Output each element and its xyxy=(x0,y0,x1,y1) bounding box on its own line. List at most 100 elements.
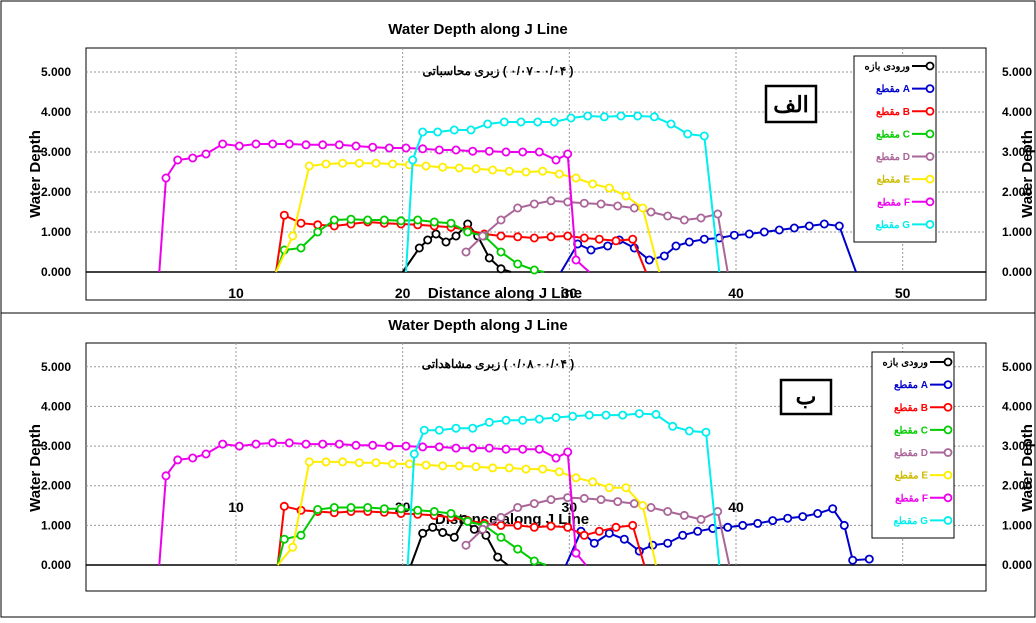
series-line xyxy=(410,517,509,566)
y-tick-label: 5.000 xyxy=(41,360,71,374)
data-point xyxy=(201,449,211,459)
data-point xyxy=(496,264,506,274)
data-point xyxy=(368,440,378,450)
data-point xyxy=(819,219,829,229)
data-point xyxy=(461,247,471,257)
x-tick-label: 40 xyxy=(728,285,744,301)
data-point xyxy=(604,483,614,493)
series-line xyxy=(565,507,870,566)
y-tick-label-right: 2.000 xyxy=(1002,185,1032,199)
data-point xyxy=(513,520,523,530)
data-point xyxy=(554,467,564,477)
data-point xyxy=(296,243,306,253)
data-point xyxy=(501,147,511,157)
legend-marker xyxy=(925,220,935,229)
data-point xyxy=(534,414,544,424)
data-point xyxy=(363,215,373,225)
data-point xyxy=(368,142,378,152)
chart-0: Water Depth along J Line 0.000 1.000 2.000… xyxy=(27,21,1036,302)
data-point xyxy=(618,410,628,420)
data-point xyxy=(338,158,348,168)
x-tick-label: 20 xyxy=(395,285,411,301)
y-tick-label-right: 4.000 xyxy=(1002,105,1032,119)
data-point xyxy=(433,127,443,137)
data-point xyxy=(663,506,673,516)
data-point xyxy=(729,230,739,240)
data-point xyxy=(351,141,361,151)
y-tick-label: 2.000 xyxy=(41,479,71,493)
y-tick-labels: 0.000 1.000 2.000 3.000 4.000 5.000 xyxy=(41,65,71,279)
data-point xyxy=(701,427,711,437)
data-point xyxy=(583,111,593,121)
data-point xyxy=(296,530,306,540)
data-point xyxy=(848,555,858,565)
legend-marker xyxy=(925,129,935,139)
data-point xyxy=(484,146,494,156)
data-point xyxy=(513,203,523,213)
data-point xyxy=(468,146,478,156)
plot-frame xyxy=(85,47,987,301)
data-point xyxy=(454,461,464,471)
y-axis-label-right: Water Depth xyxy=(1019,130,1036,218)
data-point xyxy=(633,111,643,121)
data-point xyxy=(484,443,494,453)
data-point xyxy=(268,438,278,448)
y-tick-label: 0.000 xyxy=(41,265,71,279)
legend: ورودی بازه مقطع A مقطع B مقطع C مقطع D مقطع E… xyxy=(871,351,955,539)
legend-label: مقطع A xyxy=(894,380,928,391)
data-point xyxy=(649,112,659,122)
data-point xyxy=(471,462,481,472)
data-point xyxy=(504,463,514,473)
x-tick-label: 40 xyxy=(728,499,744,515)
data-point xyxy=(554,169,564,179)
legend-marker xyxy=(943,380,953,390)
data-point xyxy=(304,457,314,467)
data-point xyxy=(483,119,493,129)
data-point xyxy=(683,129,693,139)
data-point xyxy=(413,215,423,225)
data-point xyxy=(563,447,573,457)
data-point xyxy=(334,140,344,150)
data-point xyxy=(454,163,464,173)
data-point xyxy=(488,463,498,473)
data-point xyxy=(446,218,456,228)
data-point xyxy=(529,499,539,509)
data-point xyxy=(563,197,573,207)
series-7 xyxy=(405,111,721,273)
series-5 xyxy=(276,457,657,566)
data-point xyxy=(468,443,478,453)
legend-marker xyxy=(943,425,953,435)
x-tick-label: 50 xyxy=(895,285,911,301)
x-axis-label: Distance along J Line xyxy=(428,285,582,302)
data-point xyxy=(354,458,364,468)
plot-frame xyxy=(85,342,987,592)
data-point xyxy=(438,461,448,471)
data-point xyxy=(588,179,598,189)
y-tick-labels-right: 0.000 1.000 2.000 3.000 4.000 5.000 xyxy=(1002,65,1032,279)
data-point xyxy=(234,141,244,151)
data-point xyxy=(429,506,439,516)
data-point xyxy=(468,423,478,433)
data-point xyxy=(409,449,419,459)
legend-marker xyxy=(943,357,953,367)
series-layer xyxy=(158,111,857,275)
data-point xyxy=(768,516,778,526)
data-point xyxy=(434,425,444,435)
data-point xyxy=(434,145,444,155)
data-point xyxy=(296,218,306,228)
data-point xyxy=(646,207,656,217)
legend-marker xyxy=(925,174,935,184)
data-point xyxy=(798,512,808,522)
data-point xyxy=(329,502,339,512)
data-point xyxy=(401,143,411,153)
series-5 xyxy=(275,158,661,273)
data-point xyxy=(638,203,648,213)
y-tick-label-right: 5.000 xyxy=(1002,65,1032,79)
data-point xyxy=(279,210,289,220)
data-point xyxy=(529,199,539,209)
data-point xyxy=(496,520,506,530)
y-tick-label-right: 1.000 xyxy=(1002,225,1032,239)
data-point xyxy=(563,522,573,532)
grid xyxy=(86,48,986,273)
chart-1: Water Depth along J Line 0.000 1.000 2.000… xyxy=(27,317,1036,592)
